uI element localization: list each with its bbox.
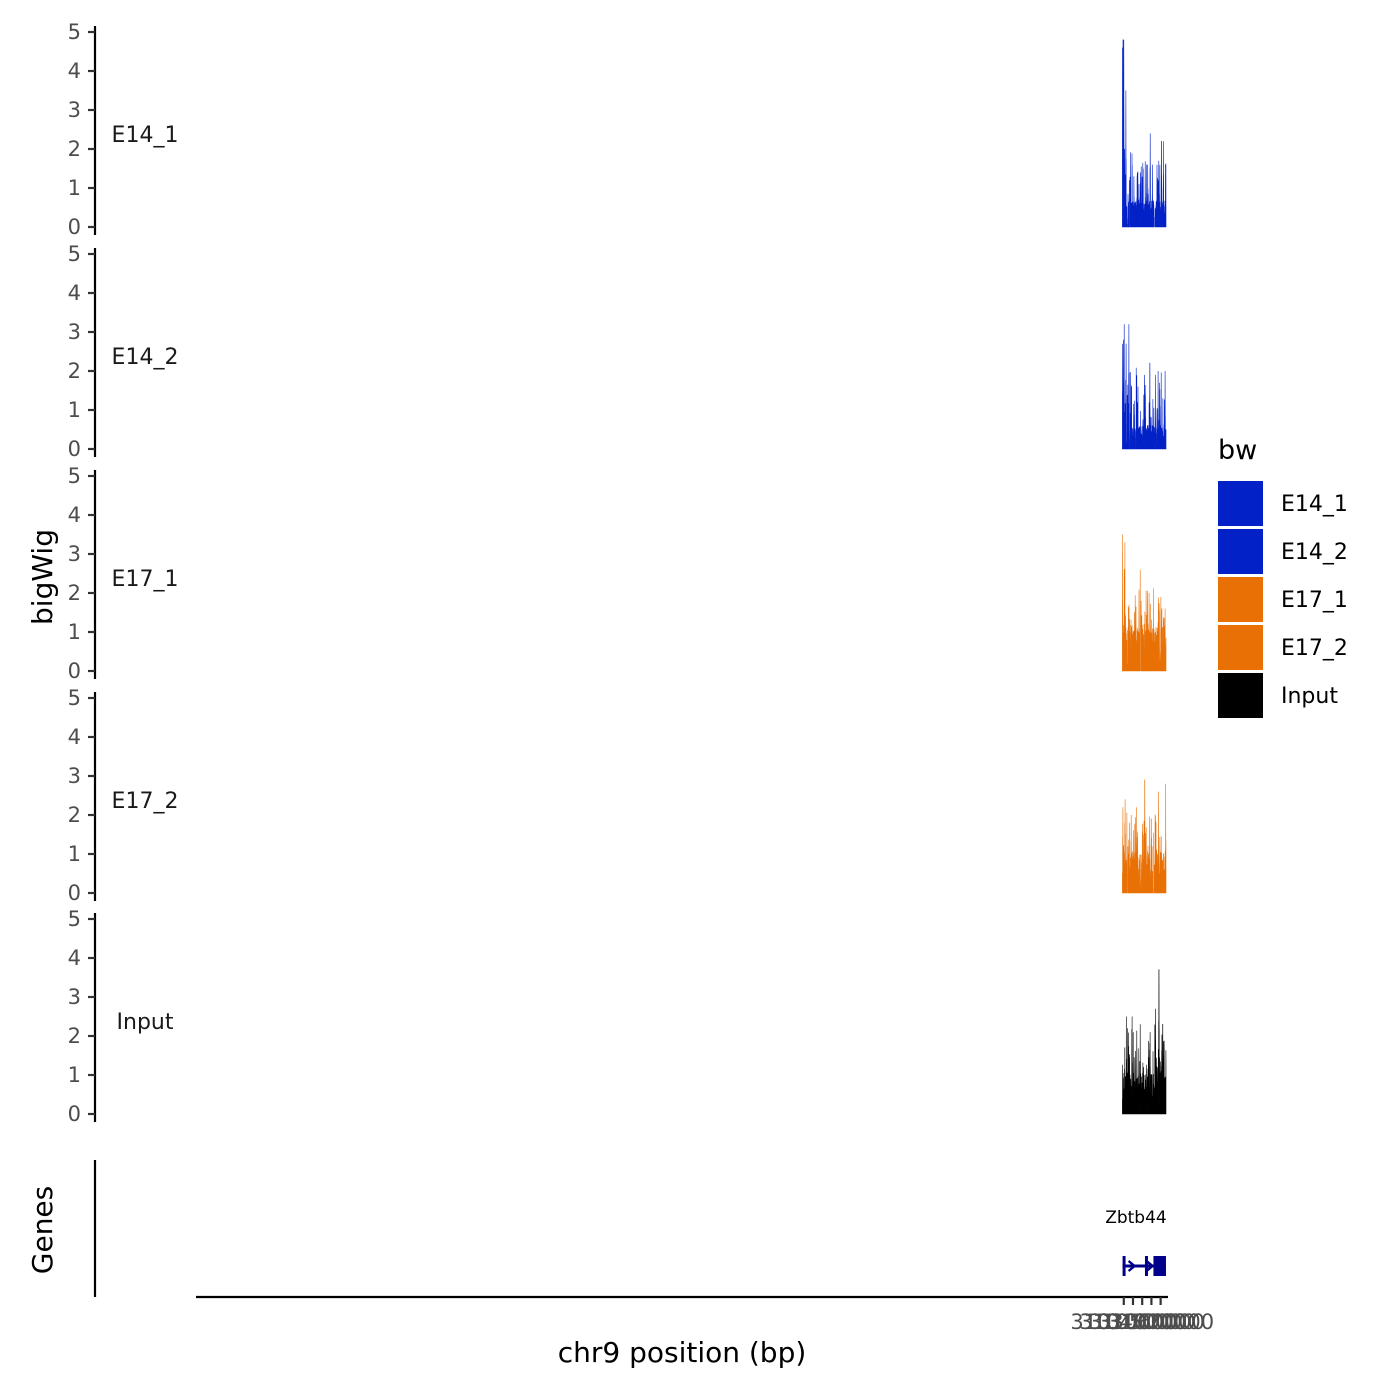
signal-area xyxy=(1122,39,1128,228)
y-tick-label: 1 xyxy=(68,1063,81,1087)
signal-area xyxy=(1144,588,1167,672)
signal-tracks: 0 1 2 3 4 5 E14_1 0 1 2 3 4 5 E14_2 0 1 2 3 4 5 E17_1 0 1 2 3 4 5 E… xyxy=(68,20,1167,1126)
track-e17-2: 0 1 2 3 4 5 E17_2 xyxy=(68,686,1167,905)
y-tick-label: 4 xyxy=(68,503,81,527)
legend: bw E14_1 E14_2 E17_1 E17_2 Input xyxy=(1218,435,1348,718)
signal-area xyxy=(1135,807,1141,894)
x-tick-label: 31070000 xyxy=(1107,1310,1214,1334)
x-tick-label: 31050000 xyxy=(1089,1310,1196,1334)
exon-block xyxy=(1155,1256,1159,1276)
y-tick-label: 1 xyxy=(68,176,81,200)
genes-axis-title: Genes xyxy=(26,1186,59,1274)
y-tick-label: 0 xyxy=(68,881,81,905)
legend-swatch xyxy=(1218,673,1263,718)
track-label: E14_1 xyxy=(112,123,179,148)
y-tick-label: 3 xyxy=(68,98,81,122)
y-tick-label: 2 xyxy=(68,137,81,161)
gene-name-label: Zbtb44 xyxy=(1105,1208,1167,1228)
y-tick-label: 3 xyxy=(68,985,81,1009)
exon-block xyxy=(1153,1256,1157,1276)
y-tick-label: 4 xyxy=(68,59,81,83)
strand-arrow xyxy=(1145,1260,1155,1272)
signal-area xyxy=(1122,969,1167,1115)
legend-label: E14_2 xyxy=(1281,540,1348,565)
y-tick-label: 0 xyxy=(68,215,81,239)
legend-title: bw xyxy=(1218,435,1257,466)
signal-area xyxy=(1122,324,1127,450)
legend-label: E17_1 xyxy=(1281,588,1348,613)
signal-area xyxy=(1154,140,1167,228)
signal-area xyxy=(1122,534,1128,672)
signal-area xyxy=(1128,180,1130,228)
x-tick-label: 31040000 xyxy=(1080,1310,1187,1334)
y-tick-label: 2 xyxy=(68,803,81,827)
y-tick-label: 1 xyxy=(68,398,81,422)
exon-block xyxy=(1159,1256,1166,1276)
y-tick-label: 5 xyxy=(68,907,81,931)
signal-area xyxy=(1141,779,1154,894)
signal-area xyxy=(1129,133,1155,228)
y-tick-label: 3 xyxy=(68,542,81,566)
y-tick-label: 0 xyxy=(68,659,81,683)
y-tick-label: 0 xyxy=(68,1102,81,1126)
track-label: E17_1 xyxy=(112,567,179,592)
x-tick-label: 31060000 xyxy=(1098,1310,1205,1334)
track-e17-1: 0 1 2 3 4 5 E17_1 xyxy=(68,464,1167,683)
exon-block xyxy=(1157,1256,1161,1276)
legend-label: Input xyxy=(1281,684,1338,709)
exon-block xyxy=(1144,1256,1148,1276)
signal-area xyxy=(1135,367,1143,450)
y-tick-label: 1 xyxy=(68,842,81,866)
legend-swatch xyxy=(1218,577,1263,622)
y-tick-label: 5 xyxy=(68,464,81,488)
exon-block xyxy=(1122,1256,1126,1276)
gene-track: Zbtb44 xyxy=(93,1160,1167,1297)
legend-swatch xyxy=(1218,529,1263,574)
y-tick-label: 2 xyxy=(68,581,81,605)
track-input: 0 1 2 3 4 5 Input xyxy=(68,907,1167,1126)
signal-area xyxy=(1127,324,1130,450)
signal-area xyxy=(1130,385,1136,450)
y-tick-label: 4 xyxy=(68,946,81,970)
y-tick-label: 1 xyxy=(68,620,81,644)
track-e14-1: 0 1 2 3 4 5 E14_1 xyxy=(68,20,1167,239)
y-tick-label: 4 xyxy=(68,281,81,305)
strand-arrow xyxy=(1127,1260,1137,1272)
legend-swatch xyxy=(1218,625,1263,670)
y-tick-label: 3 xyxy=(68,764,81,788)
signal-area xyxy=(1156,370,1167,450)
y-tick-label: 2 xyxy=(68,359,81,383)
y-tick-label: 4 xyxy=(68,725,81,749)
signal-area xyxy=(1157,783,1167,894)
signal-area xyxy=(1140,854,1142,894)
signal-area xyxy=(1127,569,1141,672)
x-tick-label: 31030000 xyxy=(1070,1310,1177,1334)
signal-area xyxy=(1140,600,1145,672)
legend-label: E14_1 xyxy=(1281,492,1348,517)
y-tick-label: 2 xyxy=(68,1024,81,1048)
y-tick-label: 5 xyxy=(68,20,81,44)
y-tick-label: 3 xyxy=(68,320,81,344)
signal-area xyxy=(1142,362,1155,450)
y-tick-label: 5 xyxy=(68,242,81,266)
legend-label: E17_2 xyxy=(1281,636,1348,661)
signal-area xyxy=(1122,799,1128,894)
y-axis-title: bigWig xyxy=(26,529,59,625)
track-label: Input xyxy=(117,1010,174,1035)
legend-swatch xyxy=(1218,481,1263,526)
signal-area xyxy=(1154,374,1157,450)
y-tick-label: 0 xyxy=(68,437,81,461)
signal-area xyxy=(1129,372,1131,450)
track-e14-2: 0 1 2 3 4 5 E14_2 xyxy=(68,242,1167,461)
signal-area xyxy=(1127,814,1136,894)
gene-model: Zbtb44 xyxy=(1105,1208,1167,1276)
x-axis-title: chr9 position (bp) xyxy=(558,1336,807,1369)
track-label: E17_2 xyxy=(112,789,179,814)
y-tick-label: 5 xyxy=(68,686,81,710)
signal-area xyxy=(1153,814,1158,894)
track-label: E14_2 xyxy=(112,345,179,370)
